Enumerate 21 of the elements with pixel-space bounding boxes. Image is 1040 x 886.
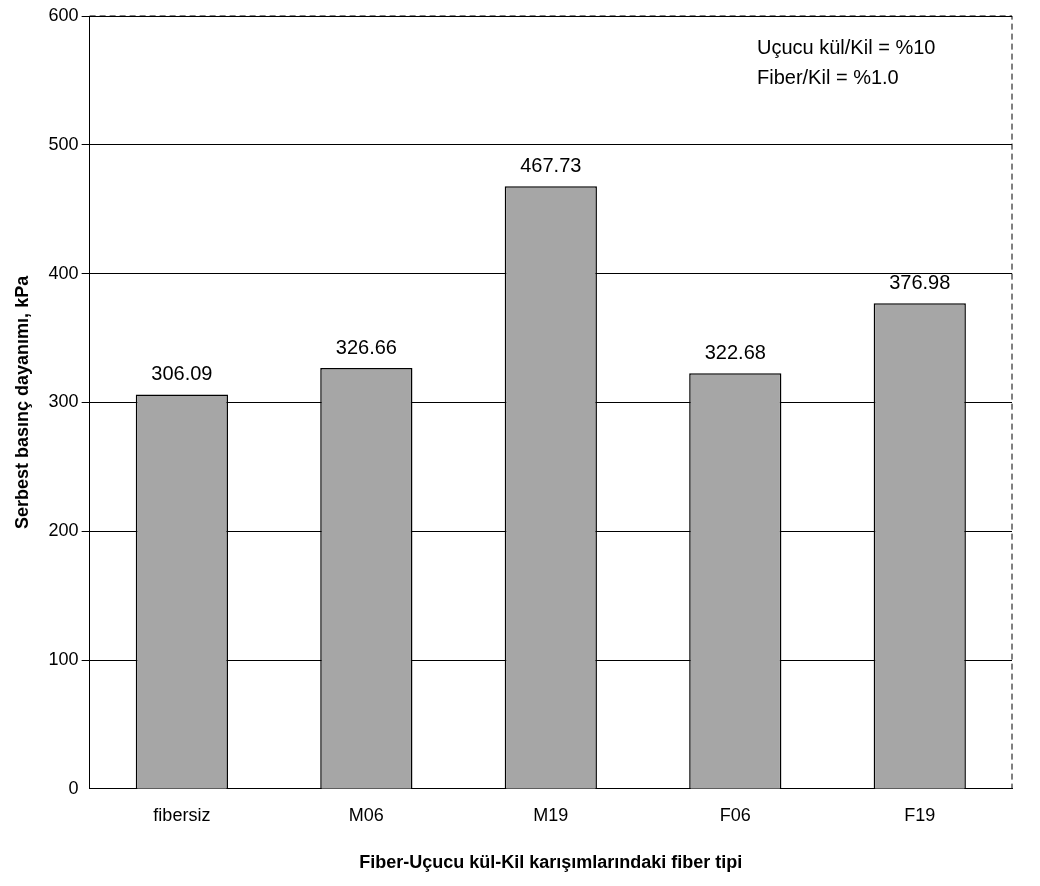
y-tick-label: 0 xyxy=(68,777,79,798)
x-tick-label: M06 xyxy=(348,804,384,825)
data-label: 376.98 xyxy=(889,270,951,293)
x-tick-label: F19 xyxy=(904,804,936,825)
y-tick-label: 100 xyxy=(48,648,79,669)
x-tick-label: M19 xyxy=(533,804,569,825)
y-tick-label: 300 xyxy=(48,391,79,412)
data-label: 326.66 xyxy=(335,335,397,358)
data-label: 306.09 xyxy=(151,362,213,385)
data-label: 467.73 xyxy=(520,153,582,176)
y-tick-label: 600 xyxy=(48,4,79,25)
y-tick-label: 400 xyxy=(48,262,79,283)
y-axis-title: Serbest basınç dayanımı, kPa xyxy=(11,274,32,529)
x-tick-label: fibersiz xyxy=(153,804,211,825)
annotation: Uçucu kül/Kil = %10 xyxy=(757,35,936,58)
y-tick-label: 500 xyxy=(48,133,79,154)
x-axis-title: Fiber-Uçucu kül-Kil karışımlarındaki fiber tipi xyxy=(359,852,743,873)
x-tick-label: F06 xyxy=(719,804,751,825)
annotation: Fiber/Kil = %1.0 xyxy=(757,65,899,88)
y-tick-label: 200 xyxy=(48,520,79,541)
data-label: 322.68 xyxy=(704,340,766,363)
